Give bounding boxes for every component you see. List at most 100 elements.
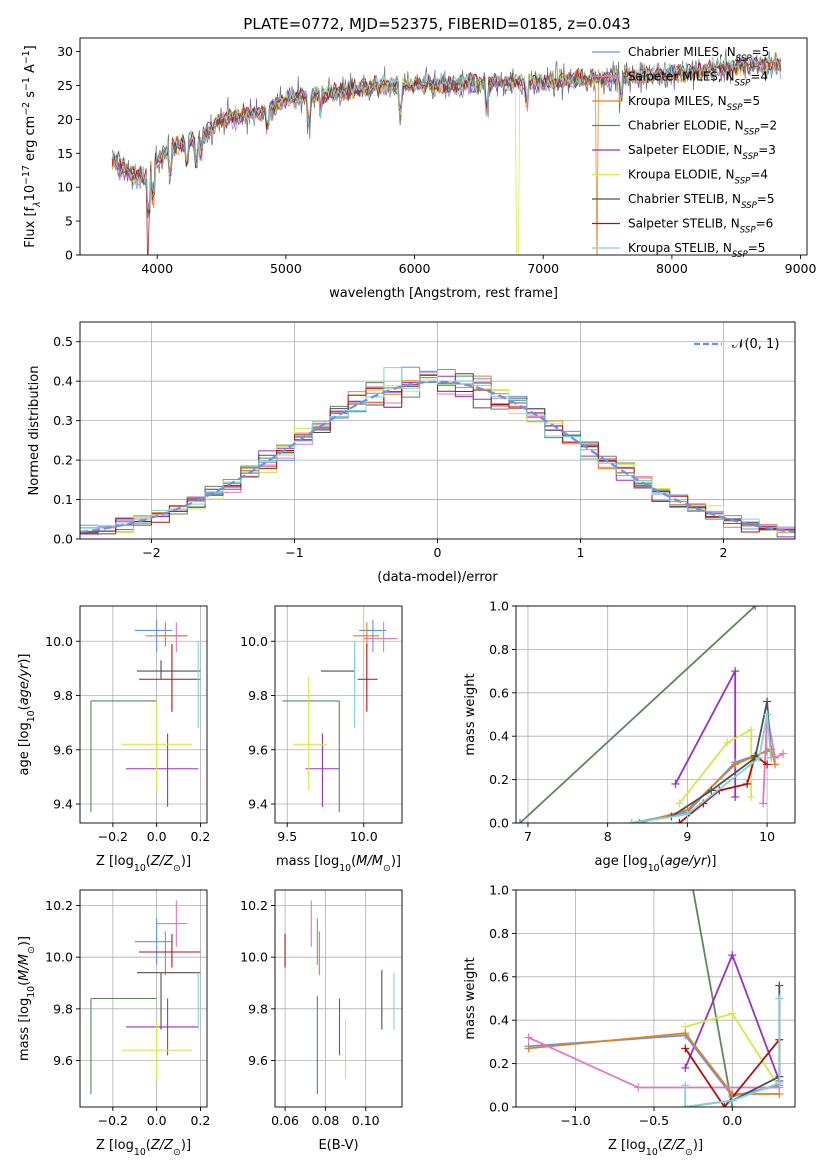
- y-tick-label: 10.2: [45, 898, 73, 913]
- x-tick-label: 9000: [785, 261, 817, 276]
- y-tick-label: 0.3: [53, 413, 73, 428]
- panel-mass-vs-z: −0.2 0.0 0.2 9.6 9.8 10.0 10.2 Z [log10(Z/Z⊙)] m…: [17, 889, 210, 1158]
- y-tick-label: 9.4: [248, 797, 268, 812]
- y-tick-label: 10.0: [240, 634, 268, 649]
- point-salpeter-miles: [363, 622, 398, 653]
- y-axis-label: Normed distribution: [27, 366, 42, 496]
- y-axis-label: mass weight: [463, 957, 478, 1039]
- y-tick-label: 10.0: [45, 950, 73, 965]
- series-salpeter-elodie: [671, 667, 740, 801]
- x-tick-label: 5000: [270, 261, 302, 276]
- y-tick-label: 0.0: [489, 1100, 509, 1115]
- x-tick-label: 0.08: [311, 1113, 339, 1128]
- y-tick-label: 9.8: [53, 688, 73, 703]
- point-chabrier-stelib: [136, 660, 201, 680]
- legend: 𝒩(0, 1): [694, 337, 779, 352]
- y-tick-label: 0.0: [489, 816, 509, 831]
- legend-label: Kroupa STELIB, NSSP=5: [628, 241, 765, 260]
- y-tick-label: 9.6: [248, 742, 268, 757]
- panel-spectrum: 4000 5000 6000 7000 8000 9000 0 5 10 15 20 25 30 Chab…: [21, 37, 817, 301]
- y-axis-label: Flux [fλ10−17 erg cm−2 s−1 A−1]: [21, 45, 43, 247]
- x-tick-label: 7: [524, 829, 532, 844]
- x-tick-label: 10: [759, 829, 775, 844]
- y-tick-label: 20: [57, 112, 73, 127]
- y-tick-label: 9.8: [53, 1001, 73, 1016]
- model-spectrum-kroupa-stelib: [111, 55, 782, 210]
- plot-area: [80, 366, 795, 538]
- legend: Chabrier MILES, NSSP=5 Salpeter MILES, NS…: [592, 45, 777, 260]
- y-tick-label: 9.6: [248, 1053, 268, 1068]
- panel-mass-vs-ebv: 0.06 0.08 0.10 9.6 9.8 10.0 10.2 E(B-V): [240, 889, 403, 1153]
- x-axis-label: Z [log10(Z/Z⊙)]: [96, 854, 191, 874]
- x-tick-label: 0.10: [352, 1113, 380, 1128]
- y-tick-label: 9.8: [248, 1001, 268, 1016]
- x-tick-label: 8: [604, 829, 612, 844]
- y-tick-label: 0.4: [489, 729, 509, 744]
- axes-frame: [79, 605, 208, 824]
- model-spectrum-salpeter-stelib: [111, 56, 782, 255]
- axes-frame: [515, 605, 796, 824]
- y-tick-label: 0: [65, 248, 73, 263]
- x-tick-label: 9: [683, 829, 691, 844]
- x-tick-label: 0.2: [190, 829, 210, 844]
- y-tick-label: 0.5: [53, 334, 73, 349]
- point-chabrier-stelib: [320, 654, 356, 680]
- legend-label: Salpeter ELODIE, NSSP=3: [628, 143, 776, 162]
- y-tick-label: 0.8: [489, 642, 509, 657]
- x-tick-label: 7000: [527, 261, 559, 276]
- x-axis-label: wavelength [Angstrom, rest frame]: [329, 286, 558, 301]
- point-salpeter-elodie: [125, 733, 199, 807]
- x-tick-label: −0.2: [98, 1113, 128, 1128]
- axes-frame: [274, 889, 403, 1108]
- x-tick-label: 8000: [656, 261, 688, 276]
- point-kroupa-miles: [145, 931, 188, 976]
- plot-area: [90, 900, 201, 1095]
- series-chabrier-elodie: [516, 606, 760, 823]
- x-tick-label: 6000: [399, 261, 431, 276]
- y-tick-label: 0.1: [53, 492, 73, 507]
- series-kroupa-stelib: [681, 994, 784, 1107]
- panel-age-vs-z: −0.2 0.0 0.2 9.4 9.6 9.8 10.0 Z [log10(Z/Z⊙)] ag…: [17, 605, 210, 874]
- point-kroupa-miles: [145, 622, 188, 647]
- plot-area: [524, 890, 784, 1107]
- series-line: [674, 670, 737, 797]
- legend-label: Chabrier ELODIE, NSSP=2: [628, 119, 777, 138]
- point-salpeter-elodie: [305, 733, 340, 807]
- legend-label: Chabrier STELIB, NSSP=5: [628, 192, 775, 211]
- y-tick-label: 9.8: [248, 688, 268, 703]
- x-tick-label: 1: [577, 545, 585, 560]
- legend-label: Salpeter MILES, NSSP=4: [628, 70, 768, 89]
- series-line: [528, 1032, 780, 1095]
- legend-label: Salpeter STELIB, NSSP=6: [628, 217, 773, 236]
- x-tick-label: 0: [434, 545, 442, 560]
- y-tick-label: 0.4: [53, 374, 73, 389]
- y-tick-label: 10.2: [240, 898, 268, 913]
- y-tick-label: 0.6: [489, 685, 509, 700]
- y-axis-label: mass weight: [463, 673, 478, 755]
- plot-area: [282, 619, 398, 813]
- panel-age-vs-mass: 9.5 10.0 9.4 9.6 9.8 10.0 mass [log10(M/M⊙)]: [240, 605, 403, 874]
- y-tick-label: 9.4: [53, 797, 73, 812]
- legend-label: Kroupa MILES, NSSP=5: [628, 94, 760, 113]
- point-chabrier-elodie: [282, 700, 340, 813]
- x-axis-label: E(B-V): [318, 1138, 358, 1153]
- y-tick-label: 0.4: [489, 1013, 509, 1028]
- y-tick-label: 0.2: [53, 453, 73, 468]
- point-chabrier-stelib: [136, 972, 201, 1030]
- point-salpeter-elodie: [125, 998, 199, 1056]
- y-tick-label: 10: [57, 180, 73, 195]
- x-tick-label: −1: [285, 545, 303, 560]
- plot-area: [111, 48, 782, 255]
- x-axis-label: age [log10(age/yr)]: [594, 854, 716, 874]
- point-kroupa-elodie: [121, 1019, 192, 1082]
- point-salpeter-miles: [156, 900, 188, 947]
- point-kroupa-miles: [353, 622, 380, 647]
- series-line: [762, 714, 784, 804]
- y-tick-label: 9.6: [53, 742, 73, 757]
- x-tick-label: 0.06: [271, 1113, 299, 1128]
- point-kroupa-elodie: [121, 700, 192, 791]
- panel-residuals: −2 −1 0 1 2 0.0 0.1 0.2 0.3 0.4 0.5 𝒩(0, 1) (data-mo…: [27, 321, 796, 585]
- y-tick-label: 25: [57, 78, 73, 93]
- point-chabrier-elodie: [90, 700, 157, 813]
